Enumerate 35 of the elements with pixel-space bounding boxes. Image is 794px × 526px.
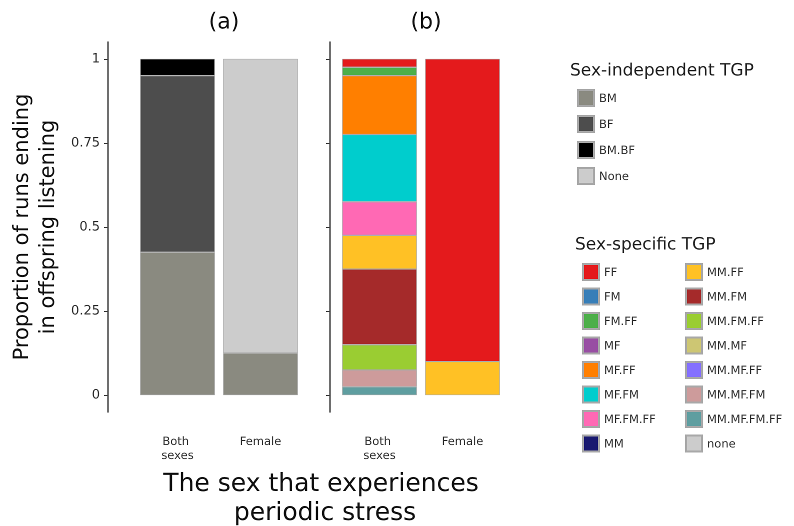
legend-label: MM.MF — [707, 338, 748, 352]
legend-title: Sex-specific TGP — [575, 234, 716, 254]
legend-label: MM.FF — [707, 265, 744, 279]
y-tick-label: 0 — [92, 388, 100, 403]
legend-label: MF.FF — [604, 363, 636, 377]
legend-label: BF — [599, 117, 614, 131]
legend-label: MM.FM.FF — [707, 314, 764, 328]
x-tick-label: Both sexes — [161, 434, 194, 462]
legend-label: MM — [604, 436, 624, 450]
y-axis-title: Proportion of runs ending in offspring listening — [9, 94, 59, 360]
legend-label: None — [599, 169, 630, 183]
legend-label: FM.FF — [604, 314, 638, 328]
legend-title: Sex-independent TGP — [570, 60, 754, 80]
x-tick-label: Female — [442, 434, 484, 448]
chart-title: (a) — [208, 10, 240, 34]
x-tick-label: Both sexes — [363, 434, 396, 462]
legend-label: MF — [604, 338, 621, 352]
y-tick-label: 1 — [92, 51, 100, 66]
legend-label: none — [707, 436, 736, 450]
y-tick-label: 0.75 — [71, 135, 100, 150]
x-tick-label: Female — [240, 434, 282, 448]
y-tick-label: 0.5 — [79, 220, 100, 234]
y-tick-label: 0.25 — [71, 304, 100, 319]
legend-label: MM.MF.FF — [707, 363, 762, 377]
legend-label: MF.FM — [604, 388, 639, 402]
chart-title: (b) — [410, 10, 442, 34]
legend-label: FF — [604, 265, 618, 279]
legend-label: MM.MF.FM — [707, 388, 766, 402]
legend-label: BM — [599, 91, 617, 105]
legend-label: FM — [604, 290, 621, 304]
legend-label: MF.FM.FF — [604, 412, 656, 426]
legend-label: MM.MF.FM.FF — [707, 412, 782, 426]
x-axis-title: The sex that experiences periodic stress — [162, 468, 487, 526]
legend-label: MM.FM — [707, 290, 748, 304]
legend-label: BM.BF — [599, 143, 635, 157]
